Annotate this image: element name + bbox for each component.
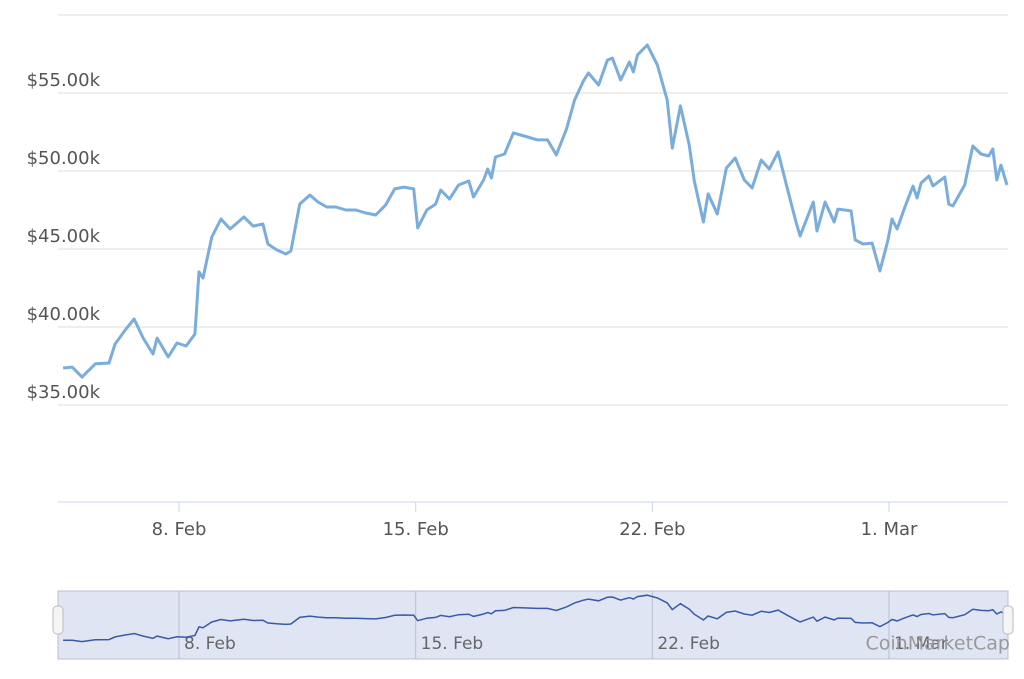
x-tick-label: 8. Feb bbox=[152, 519, 207, 540]
x-tick-label: 15. Feb bbox=[383, 519, 449, 540]
y-tick-label: $35.00k bbox=[27, 382, 101, 403]
y-tick-label: $50.00k bbox=[27, 148, 101, 169]
navigator-line bbox=[63, 594, 1008, 643]
y-tick-label: $45.00k bbox=[27, 226, 101, 247]
y-tick-label: $40.00k bbox=[27, 304, 101, 325]
credit: CoinMarketCap bbox=[866, 633, 1011, 655]
x-tick-label: 1. Mar bbox=[861, 519, 918, 540]
y-tick-label: $55.00k bbox=[27, 70, 101, 91]
navigator[interactable] bbox=[57, 590, 1009, 660]
price-line bbox=[62, 43, 1009, 379]
navigator-tick-label: 15. Feb bbox=[421, 634, 484, 654]
navigator-tick-label: 8. Feb bbox=[184, 634, 236, 654]
navigator-handle[interactable] bbox=[52, 605, 64, 635]
navigator-handle[interactable] bbox=[1002, 605, 1014, 635]
navigator-tick-label: 22. Feb bbox=[657, 634, 720, 654]
x-tick-label: 22. Feb bbox=[619, 519, 685, 540]
navigator-tick-label: 1. Mar bbox=[894, 634, 948, 654]
